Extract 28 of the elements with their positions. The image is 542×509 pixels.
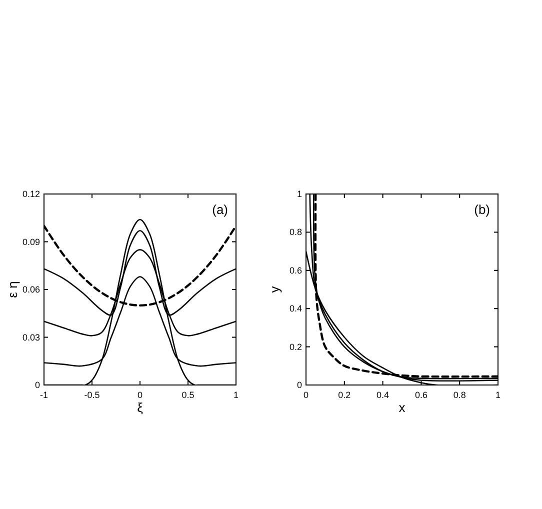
x-tick-label: -0.5 bbox=[84, 390, 100, 400]
x-tick-label: 0.8 bbox=[453, 390, 466, 400]
x-tick-label: 0.6 bbox=[414, 390, 428, 400]
x-tick-label: 0.5 bbox=[182, 390, 194, 400]
x-tick-label: 0 bbox=[137, 390, 143, 400]
y-tick-label: 0 bbox=[296, 380, 302, 390]
y-tick-label: 0.09 bbox=[22, 236, 40, 247]
y-tick-label: 0.2 bbox=[289, 342, 302, 352]
x-axis-title: x bbox=[398, 400, 406, 415]
y-tick-label: 0.4 bbox=[289, 304, 302, 314]
y-tick-label: 0 bbox=[34, 380, 40, 390]
y-axis-title: y bbox=[267, 286, 282, 293]
x-tick-label: 0.4 bbox=[376, 390, 390, 400]
y-tick-label: 0.6 bbox=[289, 265, 302, 276]
y-tick-label: 1 bbox=[296, 189, 302, 199]
x-tick-label: 0.2 bbox=[338, 390, 351, 400]
annotation: (a) bbox=[212, 202, 228, 217]
x-tick-label: 0 bbox=[303, 390, 309, 400]
y-tick-label: 0.03 bbox=[22, 332, 40, 342]
annotation: (b) bbox=[474, 202, 490, 217]
y-tick-label: 0.06 bbox=[22, 284, 40, 294]
y-tick-label: 0.8 bbox=[289, 227, 302, 238]
x-axis-title: ξ bbox=[137, 400, 144, 415]
y-tick-label: 0.12 bbox=[22, 189, 40, 199]
x-tick-label: -1 bbox=[40, 390, 48, 400]
x-tick-label: 1 bbox=[233, 390, 239, 400]
y-axis-title: ε η bbox=[5, 281, 20, 298]
x-tick-label: 1 bbox=[495, 390, 501, 400]
